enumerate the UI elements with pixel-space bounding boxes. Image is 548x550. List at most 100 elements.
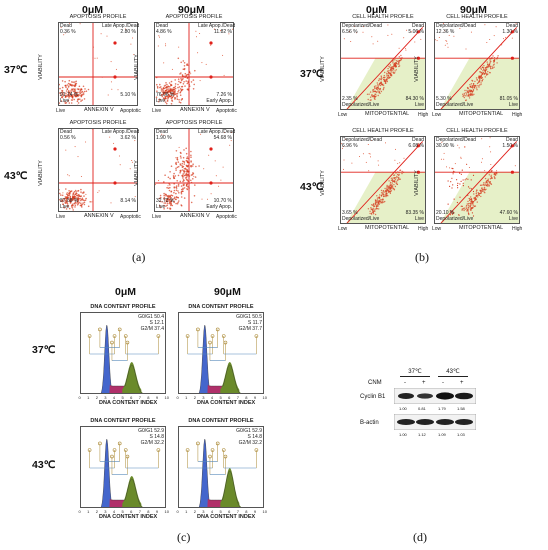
quad-label-depol-dead: Depolarized/Dead xyxy=(436,23,477,29)
panel-c-caption: (c) xyxy=(177,530,191,544)
x-tick-live: Live xyxy=(56,214,66,220)
quad-label-depol-dead: Depolarized/Dead xyxy=(342,137,383,143)
quad-label-depol-live: Depolarized/Live xyxy=(342,102,380,108)
x-tick: 6 xyxy=(228,509,231,514)
quad-label-live: Live xyxy=(60,98,70,104)
quad-value-early: 5.10 % xyxy=(120,92,136,98)
x-tick: 4 xyxy=(210,395,214,400)
b-actin-blot xyxy=(394,414,476,430)
g2m-value: G2/M 37.4 xyxy=(140,326,164,332)
quad-value-dead: 1.90 % xyxy=(156,135,172,141)
apoptosis-y-label: VIABILITY xyxy=(133,160,140,186)
x-tick: 0 xyxy=(176,395,179,400)
x-tick-apoptotic: Apoptotic xyxy=(120,214,141,220)
quad-value-depol-dead: 30.90 % xyxy=(436,143,455,149)
quad-value-dead: 4.86 % xyxy=(156,29,172,35)
quad-value-early: 7.26 % xyxy=(216,92,232,98)
x-tick: 5 xyxy=(121,509,124,514)
cyclin-val-2: 1.79 xyxy=(438,406,446,411)
g2m-value: G2/M 32.2 xyxy=(238,440,262,446)
quad-label-depol-live: Depolarized/Live xyxy=(436,102,474,108)
x-tick: 0 xyxy=(78,395,81,400)
cell-health-x-label: MITOPOTENTIAL xyxy=(459,111,504,117)
x-tick-high: High xyxy=(512,226,523,232)
quad-value-live: 83.35 % xyxy=(405,210,424,216)
x-tick: 8 xyxy=(147,509,150,514)
cell-health-y-label: VIABILITY xyxy=(413,170,420,196)
x-tick-apoptotic: Apoptotic xyxy=(216,108,237,114)
x-tick: 9 xyxy=(253,509,257,514)
cell-health-plot-title: CELL HEALTH PROFILE xyxy=(446,14,508,20)
quad-value-early: 8.14 % xyxy=(120,198,136,204)
quad-label-late: Late Apop./Dead xyxy=(198,23,236,29)
x-tick: 10 xyxy=(164,395,169,400)
x-tick: 4 xyxy=(210,509,214,514)
quad-value-live: 76.06 % xyxy=(156,92,175,98)
quad-label-dead: Dead xyxy=(506,137,518,143)
x-tick: 7 xyxy=(138,509,141,514)
quad-label-late: Late Apop./Dead xyxy=(102,23,140,29)
x-tick: 5 xyxy=(219,395,222,400)
quad-label-live: Live xyxy=(508,216,518,222)
panel-c-col-header-1: 90μM xyxy=(214,286,241,298)
g0g1-value: G0/G1 50.4 xyxy=(138,314,164,320)
x-tick: 9 xyxy=(155,395,159,400)
apoptosis-x-label: ANNEXIN V xyxy=(84,213,114,219)
dna-histogram xyxy=(178,312,264,394)
quad-label-depol-live: Depolarized/Live xyxy=(436,216,474,222)
dna-histogram xyxy=(80,426,166,508)
apoptosis-x-label: ANNEXIN V xyxy=(84,107,114,113)
x-tick-apoptotic: Apoptotic xyxy=(216,214,237,220)
x-tick: 9 xyxy=(253,395,257,400)
x-tick: 2 xyxy=(193,395,196,400)
treatment-label: CNM xyxy=(368,380,382,386)
actin-val-1: 1.12 xyxy=(418,432,426,437)
quad-value-dead: 0.56 % xyxy=(60,135,76,141)
dna-x-label: DNA CONTENT INDEX xyxy=(99,514,158,520)
panel-c-row-label-1: 43℃ xyxy=(32,459,56,471)
quad-value-dead: 1.30 % xyxy=(502,29,518,35)
quad-value-live: 47.60 % xyxy=(499,210,518,216)
quad-value-depol-live: 3.65 % xyxy=(342,210,358,216)
treatment-sign-2: - xyxy=(442,380,444,386)
quad-label-late: Late Apop./Dead xyxy=(102,129,140,135)
western-temp-37: 37℃ xyxy=(408,369,422,375)
panel-b-col-header-1: 90μM xyxy=(460,4,487,16)
quad-value-dead: 5.06 % xyxy=(408,29,424,35)
x-tick: 5 xyxy=(219,509,222,514)
x-tick: 8 xyxy=(245,509,248,514)
quad-value-late: 11.82 % xyxy=(214,29,232,35)
cyclin-val-1: 0.81 xyxy=(418,406,426,411)
s-phase-value: S 14.8 xyxy=(149,434,164,440)
cell-health-x-label: MITOPOTENTIAL xyxy=(459,225,504,231)
quad-value-late: 2.80 % xyxy=(120,29,136,35)
actin-val-3: 1.03 xyxy=(457,432,465,437)
x-tick: 10 xyxy=(262,395,267,400)
s-phase-value: S 11.7 xyxy=(247,320,262,326)
x-tick: 3 xyxy=(202,509,205,514)
x-tick: 0 xyxy=(176,509,179,514)
x-tick-high: High xyxy=(418,112,429,118)
dna-plot-title: DNA CONTENT PROFILE xyxy=(90,304,156,310)
x-tick-high: High xyxy=(418,226,429,232)
panel-b-col-header-0: 0μM xyxy=(366,4,388,16)
x-tick: 9 xyxy=(155,509,159,514)
quad-label-depol-dead: Depolarized/Dead xyxy=(342,23,383,29)
quad-value-late: 3.62 % xyxy=(120,135,136,141)
x-tick: 2 xyxy=(193,509,196,514)
quad-label-early: Early Apop. xyxy=(206,98,232,104)
cell-health-y-label: VIABILITY xyxy=(319,56,326,82)
x-tick-high: High xyxy=(512,112,523,118)
dna-x-label: DNA CONTENT INDEX xyxy=(99,400,158,406)
x-tick: 6 xyxy=(228,395,231,400)
g2m-value: G2/M 32.2 xyxy=(140,440,164,446)
treatment-sign-1: + xyxy=(422,380,426,386)
x-tick: 3 xyxy=(104,509,107,514)
x-tick-low: Low xyxy=(432,226,442,232)
x-tick: 7 xyxy=(236,509,239,514)
dna-histogram xyxy=(80,312,166,394)
x-tick: 1 xyxy=(185,509,188,514)
quad-value-dead: 0.36 % xyxy=(60,29,76,35)
apoptosis-plot xyxy=(58,22,138,106)
cell-health-plot-title: CELL HEALTH PROFILE xyxy=(352,14,414,20)
